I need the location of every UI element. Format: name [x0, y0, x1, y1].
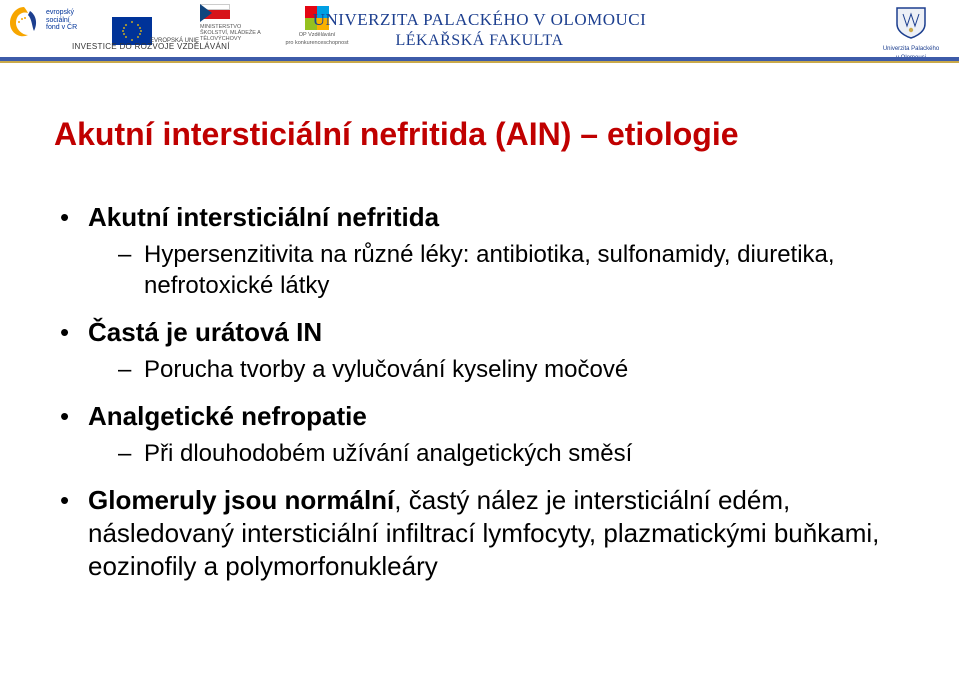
esf-logo: evropský sociální fond v ČR [4, 3, 54, 53]
bullet-2-lead: Častá je urátová IN [88, 317, 322, 347]
up-caption-1: Univerzita Palackého [881, 46, 941, 53]
esf-line3: fond v ČR [46, 24, 106, 32]
bullet-4: Glomeruly jsou normální, častý nález je … [60, 484, 905, 584]
up-logo [891, 4, 931, 44]
invest-caption: INVESTICE DO ROZVOJE VZDĚLÁVÁNÍ [72, 42, 230, 51]
bullet-3-sub-1: Při dlouhodobém užívání analgetických sm… [118, 439, 905, 470]
bullet-3-sublist: Při dlouhodobém užívání analgetických sm… [88, 439, 905, 470]
esf-line1: evropský [46, 9, 106, 17]
slide-content: Akutní intersticiální nefritida (AIN) – … [0, 66, 959, 583]
header-center-title: UNIVERZITA PALACKÉHO V OLOMOUCI LÉKAŘSKÁ… [313, 10, 647, 50]
eu-flag-icon [112, 17, 152, 45]
esf-swirl-icon [6, 5, 42, 41]
msmt-caption: MINISTERSTVO ŠKOLSTVÍ, MLÁDEŽE A TĚLOVÝC… [200, 24, 270, 42]
bullet-3-lead: Analgetické nefropatie [88, 401, 367, 431]
slide-header: evropský sociální fond v ČR [0, 0, 959, 66]
cz-flag-blue [200, 4, 212, 22]
bullet-list: Akutní intersticiální nefritida Hypersen… [54, 201, 905, 583]
header-underline [0, 57, 959, 61]
slide-title: Akutní intersticiální nefritida (AIN) – … [54, 116, 905, 153]
uni-line1: UNIVERZITA PALACKÉHO V OLOMOUCI [313, 10, 647, 30]
bullet-1-sub-1: Hypersenzitivita na různé léky: antibiot… [118, 240, 905, 301]
bullet-4-lead: Glomeruly jsou normální [88, 485, 394, 515]
bullet-3: Analgetické nefropatie Při dlouhodobém u… [60, 400, 905, 470]
bullet-2-sublist: Porucha tvorby a vylučování kyseliny moč… [88, 355, 905, 386]
bullet-1: Akutní intersticiální nefritida Hypersen… [60, 201, 905, 302]
header-right-logo: Univerzita Palackého v Olomouci [881, 4, 941, 61]
esf-caption: evropský sociální fond v ČR [46, 9, 106, 32]
uni-line2: LÉKAŘSKÁ FAKULTA [313, 32, 647, 50]
eu-stars-icon [112, 17, 152, 45]
bullet-1-sublist: Hypersenzitivita na různé léky: antibiot… [88, 240, 905, 301]
bullet-1-lead: Akutní intersticiální nefritida [88, 202, 439, 232]
up-shield-icon [893, 4, 929, 40]
bullet-2-sub-1: Porucha tvorby a vylučování kyseliny moč… [118, 355, 905, 386]
header-left-logos: evropský sociální fond v ČR [0, 0, 360, 56]
bullet-2: Častá je urátová IN Porucha tvorby a vyl… [60, 316, 905, 386]
